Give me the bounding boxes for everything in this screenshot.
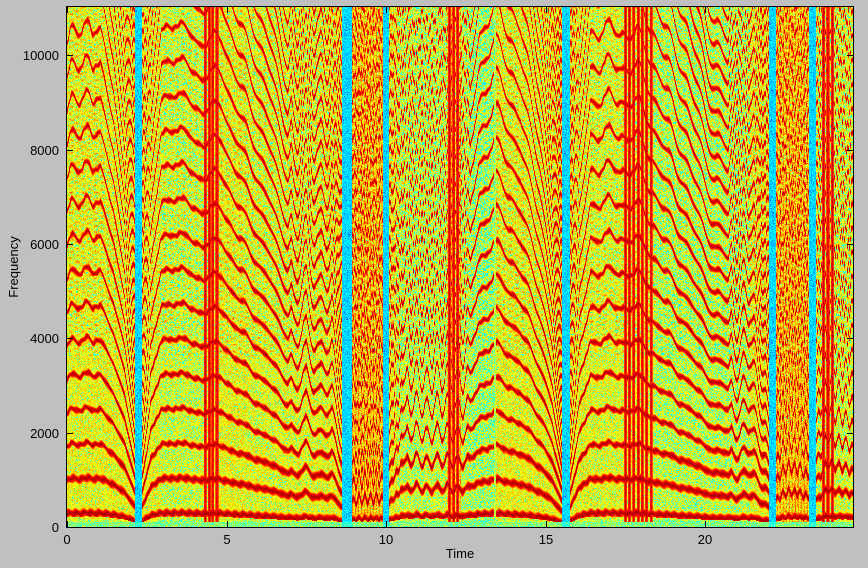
tick-mark [67,150,73,151]
x-tick-label-20: 20 [675,532,735,547]
matlab-figure: 0 5 10 15 20 0 2000 4000 6000 8000 10000 Time Freq… [0,0,868,568]
spectrogram-canvas [67,7,853,527]
tick-mark [705,7,706,13]
tick-mark [67,527,73,528]
tick-mark [546,7,547,13]
y-tick-label-2000: 2000 [5,426,59,441]
y-tick-label-4000: 4000 [5,331,59,346]
tick-mark [67,338,73,339]
tick-mark [227,7,228,13]
x-axis-label: Time [420,546,500,561]
tick-mark [847,55,853,56]
tick-mark [67,7,68,13]
y-tick-label-8000: 8000 [5,143,59,158]
tick-mark [227,521,228,527]
tick-mark [386,521,387,527]
tick-mark [847,150,853,151]
tick-mark [67,244,73,245]
tick-mark [705,521,706,527]
tick-mark [847,244,853,245]
y-tick-label-10000: 10000 [5,48,59,63]
x-tick-label-5: 5 [197,532,257,547]
tick-mark [847,338,853,339]
y-tick-label-0: 0 [5,520,59,535]
tick-mark [67,55,73,56]
tick-mark [386,7,387,13]
x-tick-label-15: 15 [516,532,576,547]
tick-mark [546,521,547,527]
x-tick-label-10: 10 [356,532,416,547]
y-axis-label: Frequency [6,209,22,325]
tick-mark [847,433,853,434]
tick-mark [67,433,73,434]
tick-mark [847,527,853,528]
